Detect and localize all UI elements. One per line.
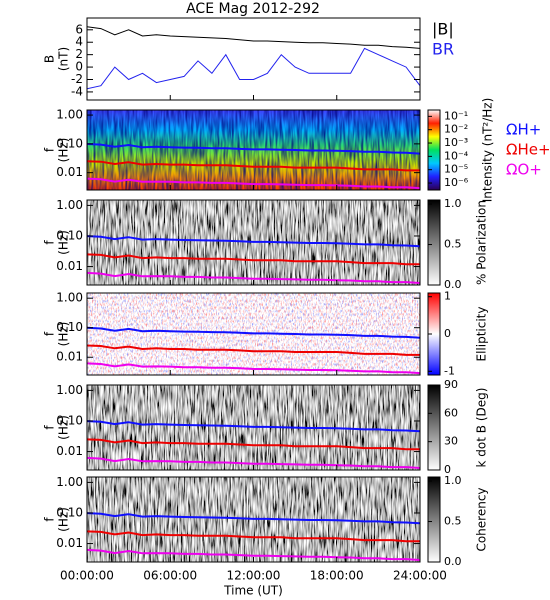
colorbar-tick-label: 0.5 — [444, 515, 462, 528]
y-tick-label: 2 — [75, 47, 83, 61]
y-tick-label: 0.10 — [56, 228, 83, 242]
x-tick-label: 18:00:00 — [310, 569, 364, 583]
data-line — [87, 253, 420, 266]
colorbar-tick-label: 10⁻⁵ — [444, 163, 468, 176]
y-axis-label: (Hz) — [57, 415, 71, 440]
y-axis-label: (Hz) — [57, 138, 71, 163]
colorbar — [427, 476, 441, 563]
y-axis-label: f — [43, 425, 57, 430]
y-tick-label: 1.00 — [56, 291, 83, 305]
colorbar-label: % Polarization — [475, 200, 489, 285]
colorbar-tick-label: 10⁻⁶ — [444, 176, 469, 189]
x-tick-label: 24:00:00 — [393, 569, 447, 583]
data-line — [87, 512, 420, 525]
colorbar-label: Coherency — [475, 487, 489, 551]
y-axis-label: f — [43, 147, 57, 152]
y-axis-label: (Hz) — [57, 507, 71, 532]
colorbar-tick-label: 0.5 — [444, 238, 462, 251]
colorbar-tick-label: 30 — [444, 435, 458, 448]
colorbar-tick-label: 90 — [444, 378, 458, 391]
data-line — [87, 420, 420, 433]
colorbar-tick-label: 10⁻³ — [444, 136, 468, 149]
y-tick-label: 0.10 — [56, 320, 83, 334]
colorbar-tick-label: 1.0 — [444, 474, 462, 487]
legend-label: ΩH+ — [506, 121, 541, 139]
colorbar-tick-label: 1 — [444, 290, 451, 303]
y-tick-label: 6 — [75, 22, 83, 36]
y-axis-label: (Hz) — [57, 322, 71, 347]
x-tick-label: 06:00:00 — [143, 569, 197, 583]
y-tick-label: 0.10 — [56, 413, 83, 427]
y-tick-label: 1.00 — [56, 475, 83, 489]
data-line — [87, 235, 420, 248]
y-tick-label: -4 — [71, 84, 83, 98]
data-line — [87, 177, 420, 190]
chart-title: ACE Mag 2012-292 — [186, 1, 320, 17]
colorbar-tick-label: -1 — [444, 364, 455, 377]
y-axis-label: (Hz) — [57, 230, 71, 255]
data-line — [87, 47, 420, 90]
colorbar-tick-label: 10⁻¹ — [444, 109, 468, 122]
colorbar-tick-label: 0 — [444, 327, 451, 340]
data-line — [87, 344, 420, 356]
y-axis-label: f — [43, 517, 57, 522]
y-tick-label: -2 — [71, 72, 83, 86]
data-line — [87, 26, 420, 49]
y-tick-label: 0 — [75, 60, 83, 74]
data-line — [87, 438, 420, 451]
colorbar-label: Intensity (nT²/Hz) — [481, 98, 495, 203]
y-axis-label: B — [43, 55, 57, 63]
colorbar-tick-label: 10⁻⁴ — [444, 149, 469, 162]
colorbar-tick-label: 0 — [444, 463, 451, 476]
x-axis-label: Time (UT) — [223, 584, 283, 598]
y-tick-label: 0.01 — [56, 165, 83, 179]
legend-label: ΩO+ — [506, 161, 542, 179]
colorbar — [427, 109, 441, 191]
colorbar-tick-label: 10⁻² — [444, 123, 468, 136]
y-axis-label: f — [43, 240, 57, 245]
y-tick-label: 4 — [75, 35, 83, 49]
y-tick-label: 0.01 — [56, 259, 83, 273]
y-axis-label: (nT) — [57, 47, 71, 71]
x-tick-label: 00:00:00 — [60, 569, 114, 583]
y-tick-label: 0.01 — [56, 350, 83, 364]
colorbar-tick-label: 0.0 — [444, 278, 462, 291]
y-tick-label: 1.00 — [56, 198, 83, 212]
data-line — [87, 530, 420, 543]
legend-label: ΩHe+ — [506, 141, 550, 159]
data-line — [87, 548, 420, 561]
colorbar-tick-label: 1.0 — [444, 197, 462, 210]
y-axis-label: f — [43, 331, 57, 336]
data-line — [87, 271, 420, 284]
y-tick-label: 0.01 — [56, 444, 83, 458]
data-line — [87, 143, 420, 155]
colorbar — [427, 384, 441, 471]
data-line — [87, 362, 420, 375]
colorbar-label: Ellipticity — [475, 307, 489, 362]
y-tick-label: 0.10 — [56, 136, 83, 150]
data-line — [87, 456, 420, 469]
y-tick-label: 0.10 — [56, 505, 83, 519]
data-line — [87, 160, 420, 172]
colorbar-label: k dot B (Deg) — [475, 388, 489, 468]
legend-label: |B| — [432, 20, 454, 39]
legend-label: BR — [432, 40, 454, 59]
x-tick-label: 12:00:00 — [227, 569, 281, 583]
y-tick-label: 1.00 — [56, 383, 83, 397]
y-tick-label: 1.00 — [56, 108, 83, 122]
data-line — [87, 326, 420, 339]
colorbar — [427, 199, 441, 286]
plot-frame — [86, 17, 421, 101]
colorbar-tick-label: 60 — [444, 406, 458, 419]
y-tick-label: 0.01 — [56, 536, 83, 550]
colorbar-tick-label: 0.0 — [444, 555, 462, 568]
